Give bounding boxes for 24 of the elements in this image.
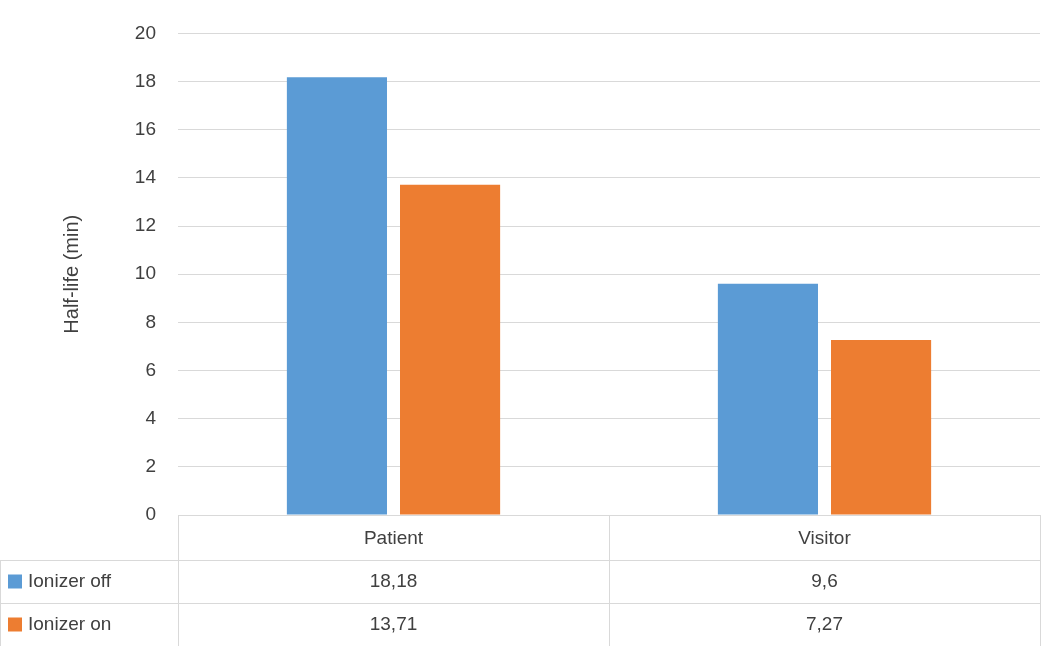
bar bbox=[400, 184, 501, 515]
y-tick-label: 20 bbox=[134, 21, 156, 43]
data-label: 9,6 bbox=[811, 569, 838, 591]
y-tick-label: 2 bbox=[145, 455, 156, 477]
y-tick-label: 12 bbox=[134, 214, 156, 236]
y-axis-title: Half-life (min) bbox=[59, 214, 82, 334]
y-tick-label: 6 bbox=[145, 358, 156, 380]
y-tick-label: 14 bbox=[134, 166, 157, 188]
x-tick-label: Visitor bbox=[798, 526, 852, 548]
x-tick-label: Patient bbox=[363, 526, 424, 548]
y-tick-label: 0 bbox=[145, 503, 156, 525]
data-label: 18,18 bbox=[369, 569, 418, 591]
y-tick-label: 10 bbox=[134, 262, 156, 284]
y-tick-label: 18 bbox=[134, 69, 156, 91]
data-label: 7,27 bbox=[806, 612, 843, 634]
bar bbox=[717, 283, 818, 515]
bar bbox=[286, 77, 387, 515]
data-label: 13,71 bbox=[369, 612, 418, 634]
y-tick-label: 16 bbox=[134, 117, 156, 139]
y-tick-label: 4 bbox=[145, 406, 157, 428]
legend-label: Ionizer off bbox=[28, 569, 112, 591]
y-tick-label: 8 bbox=[145, 310, 156, 332]
legend-label: Ionizer on bbox=[28, 612, 112, 634]
bar bbox=[831, 339, 932, 515]
